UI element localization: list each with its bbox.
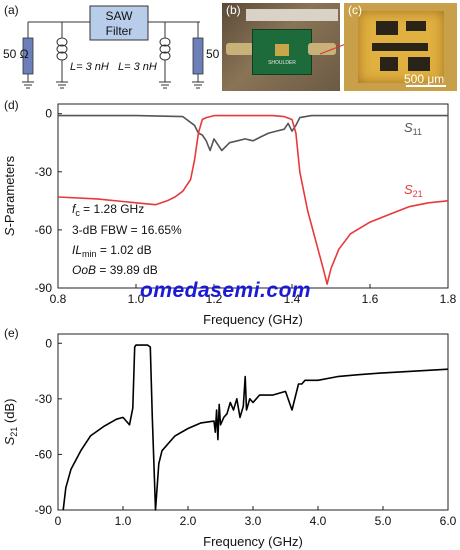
s21-series-label: S21	[404, 182, 423, 199]
e-xtick-label: 3.0	[245, 514, 262, 528]
d-xtick-label: 1.8	[440, 292, 457, 306]
e-xtick-label: 5.0	[375, 514, 392, 528]
port-right-label: 50 Ω	[206, 47, 222, 61]
panel-label-c: (c)	[348, 3, 362, 17]
x-axis-title: Frequency (GHz)	[203, 312, 303, 327]
d-xtick-label: 1.0	[128, 292, 145, 306]
s11-series-label: S11	[404, 120, 422, 137]
e-ytick-label: -60	[35, 447, 53, 461]
saw-filter-label-2: Filter	[106, 24, 133, 38]
photo-test-board: SHOULDER (b)	[222, 3, 340, 91]
d-ytick-label: -90	[35, 281, 53, 295]
inductor-left-label: L= 3 nH	[70, 61, 109, 73]
d-xtick-label: 1.2	[206, 292, 223, 306]
d-ytick-label: -60	[35, 223, 53, 237]
s-parameter-chart: S-Parameters Frequency (GHz) 0.8 1.0 1.2 1.…	[2, 103, 457, 327]
d-xtick-label: 1.4	[284, 292, 301, 306]
port-left-label: 50 Ω	[3, 47, 29, 61]
y-axis-title: S-Parameters	[2, 155, 17, 236]
e-xtick-label: 4.0	[310, 514, 327, 528]
wideband-s21-chart: S21 (dB) Frequency (GHz) 0 1.0 2.0 3.0 4.0 5.…	[2, 333, 457, 549]
port-left-resistor	[22, 37, 34, 75]
ruler	[246, 9, 338, 21]
d-xtick-label: 1.6	[362, 292, 379, 306]
sma-connector-left	[226, 43, 254, 55]
photo-saw-die: (c) 500 μm	[344, 3, 457, 91]
y-axis-title-e: S21 (dB)	[2, 399, 19, 446]
pcb-board: SHOULDER	[252, 29, 312, 75]
d-xtick-label: 0.8	[50, 292, 67, 306]
scale-bar	[406, 85, 446, 87]
inductor-right-label: L= 3 nH	[118, 61, 157, 73]
watermark: omedasemi.com	[140, 279, 312, 302]
saw-filter-box	[89, 5, 149, 41]
die	[358, 11, 444, 83]
e-ytick-label: -30	[35, 392, 53, 406]
scale-bar-label: 500 μm	[404, 72, 445, 86]
d-ytick-label: -30	[35, 165, 53, 179]
d-series-s11-line	[58, 114, 448, 152]
x-axis-title-e: Frequency (GHz)	[203, 534, 303, 549]
plot-frame-e	[57, 333, 449, 511]
e-ytick-label: -90	[35, 503, 53, 517]
panel-label-e: (e)	[4, 326, 19, 340]
port-right-resistor	[192, 37, 204, 75]
d-ytick-label: 0	[45, 107, 52, 121]
e-xtick-label: 2.0	[180, 514, 197, 528]
panel-label-d: (d)	[4, 98, 19, 112]
e-ytick-label: 0	[45, 336, 52, 350]
d-series-s21-line	[57, 114, 449, 285]
e-series-s21-line	[62, 344, 449, 511]
inductor-left-symbol	[56, 37, 68, 61]
saw-chip	[275, 44, 289, 56]
annotation-oob: OoB = 39.89 dB	[72, 263, 158, 277]
plot-frame	[57, 103, 449, 289]
sma-connector-right	[308, 43, 336, 55]
inductor-right-symbol	[159, 37, 171, 61]
e-xtick-label: 6.0	[440, 514, 457, 528]
annotation-il: ILmin = 1.02 dB	[72, 243, 152, 259]
annotation-fc: fc = 1.28 GHz	[72, 202, 144, 218]
e-xtick-label: 1.0	[115, 514, 132, 528]
saw-filter-label-1: SAW	[106, 9, 134, 23]
board-text: SHOULDER	[268, 60, 296, 66]
circuit-schematic: SAW Filter 50 Ω 50 Ω L= 3 nH L= 3 nH	[3, 5, 222, 89]
panel-label-a: (a)	[4, 3, 19, 17]
e-xtick-label: 0	[55, 514, 62, 528]
panel-label-b: (b)	[226, 3, 241, 17]
annotation-fbw: 3-dB FBW = 16.65%	[72, 223, 182, 237]
